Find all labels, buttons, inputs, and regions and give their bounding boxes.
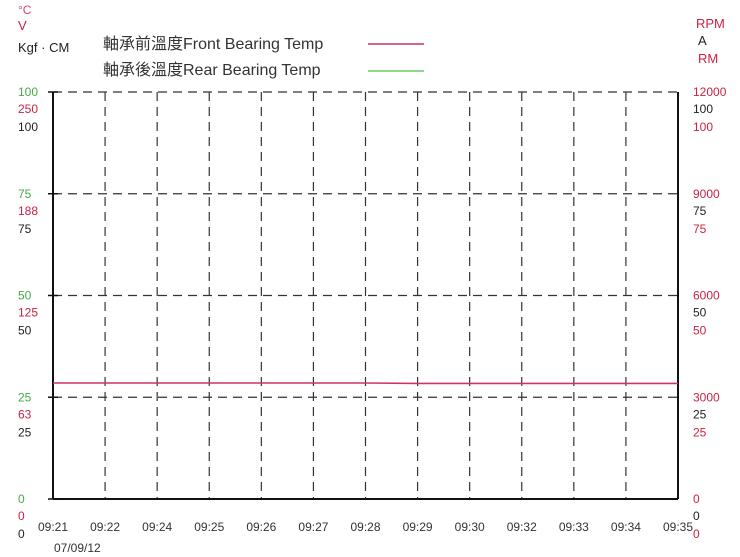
right-unit-amp: A — [698, 33, 707, 48]
x-tick-label: 09:25 — [194, 520, 224, 534]
x-tick-label: 09:33 — [559, 520, 589, 534]
y2-tick-label-amp: 100 — [693, 102, 713, 116]
y2-tick-label-rm: 25 — [693, 425, 707, 439]
y2-tick-label-rpm: 12000 — [693, 85, 727, 99]
left-unit-temp: °C — [18, 3, 32, 17]
y-tick-label-volt: 0 — [18, 509, 25, 523]
plot-area: 1002501001200010010075188759000757550125… — [18, 85, 727, 541]
y2-tick-label-rpm: 3000 — [693, 390, 720, 404]
y2-tick-label-rpm: 0 — [693, 492, 700, 506]
y2-tick-label-amp: 75 — [693, 204, 707, 218]
y2-tick-label-amp: 25 — [693, 407, 707, 421]
legend-label-front-bearing-temp: 軸承前溫度Front Bearing Temp — [103, 35, 323, 53]
y-tick-label-temp: 25 — [18, 390, 32, 404]
x-tick-label: 09:26 — [246, 520, 276, 534]
x-tick-label: 09:34 — [611, 520, 641, 534]
y2-tick-label-rpm: 9000 — [693, 187, 720, 201]
y-tick-label-torque: 100 — [18, 120, 38, 134]
x-tick-label: 09:28 — [350, 520, 380, 534]
y-tick-label-volt: 250 — [18, 102, 38, 116]
x-tick-label: 09:21 — [38, 520, 68, 534]
y-tick-label-volt: 125 — [18, 306, 38, 320]
legend-label-rear-bearing-temp: 軸承後溫度Rear Bearing Temp — [103, 61, 321, 79]
x-tick-label: 09:30 — [455, 520, 485, 534]
left-unit-volt: V — [18, 18, 27, 33]
y-tick-label-torque: 25 — [18, 425, 32, 439]
y2-tick-label-amp: 50 — [693, 306, 707, 320]
y-tick-label-temp: 100 — [18, 85, 38, 99]
legend: 軸承前溫度Front Bearing Temp 軸承後溫度Rear Bearin… — [103, 35, 424, 79]
x-tick-label: 09:27 — [298, 520, 328, 534]
y-tick-label-volt: 63 — [18, 407, 32, 421]
y-tick-label-volt: 188 — [18, 204, 38, 218]
right-unit-rpm: RPM — [696, 16, 725, 31]
y2-tick-label-rm: 50 — [693, 324, 707, 338]
y-tick-label-torque: 50 — [18, 324, 32, 338]
y2-tick-label-rm: 75 — [693, 222, 707, 236]
y2-tick-label-amp: 0 — [693, 509, 700, 523]
y2-tick-label-rm: 0 — [693, 527, 700, 541]
y-tick-label-temp: 75 — [18, 187, 32, 201]
x-tick-label: 09:22 — [90, 520, 120, 534]
y-tick-label-temp: 50 — [18, 289, 32, 303]
x-tick-label: 09:32 — [507, 520, 537, 534]
x-tick-label: 09:29 — [403, 520, 433, 534]
x-tick-label: 09:35 — [663, 520, 693, 534]
x-tick-label: 09:24 — [142, 520, 172, 534]
y-tick-label-temp: 0 — [18, 492, 25, 506]
right-unit-rm: RM — [698, 51, 718, 66]
y-tick-label-torque: 0 — [18, 527, 25, 541]
x-axis-date: 07/09/12 — [54, 541, 101, 555]
y-tick-label-torque: 75 — [18, 222, 32, 236]
y2-tick-label-rm: 100 — [693, 120, 713, 134]
left-unit-torque: Kgf · CM — [18, 40, 69, 55]
y2-tick-label-rpm: 6000 — [693, 289, 720, 303]
